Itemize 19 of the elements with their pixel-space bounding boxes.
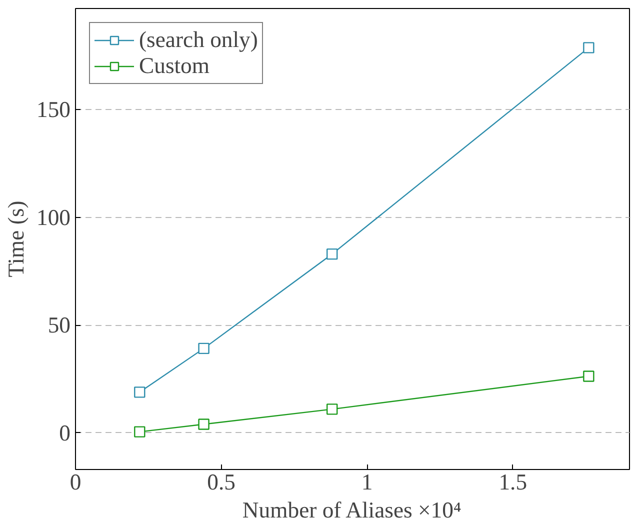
point	[326, 404, 338, 415]
legend-label: Custom	[139, 53, 210, 79]
x-tick-label: 1.5	[498, 470, 528, 494]
x-axis-title: Number of Aliases ×10⁴	[242, 498, 462, 522]
y-tick-label: 100	[36, 204, 70, 230]
point	[198, 418, 210, 430]
x-tick-label: 0.5	[207, 470, 236, 494]
y-tick-label: 150	[36, 97, 70, 122]
x-tick-label: 1	[361, 470, 373, 494]
point	[134, 426, 146, 438]
point	[134, 386, 146, 398]
point	[326, 248, 338, 260]
point	[583, 42, 594, 54]
y-tick-label: 0	[59, 420, 70, 446]
point	[583, 370, 594, 382]
y-axis-title: Time (s)	[4, 200, 29, 278]
y-tick-label: 50	[48, 312, 70, 338]
legend-label: (search only)	[139, 27, 258, 53]
point	[198, 342, 210, 354]
